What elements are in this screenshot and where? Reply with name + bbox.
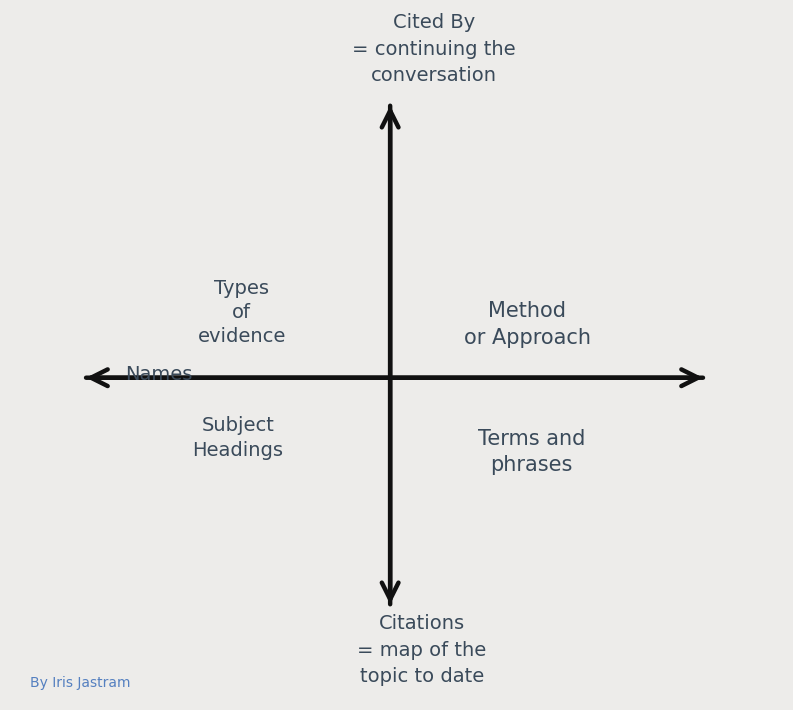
Text: Types
of
evidence: Types of evidence xyxy=(197,278,286,346)
Text: Citations
= map of the
topic to date: Citations = map of the topic to date xyxy=(358,614,486,686)
Text: By Iris Jastram: By Iris Jastram xyxy=(30,676,131,690)
Text: Cited By
= continuing the
conversation: Cited By = continuing the conversation xyxy=(352,13,515,85)
Text: Terms and
phrases: Terms and phrases xyxy=(477,429,585,476)
Text: Subject
Headings: Subject Headings xyxy=(193,417,283,459)
Text: Method
or Approach: Method or Approach xyxy=(464,301,591,348)
Text: Names: Names xyxy=(125,365,192,383)
